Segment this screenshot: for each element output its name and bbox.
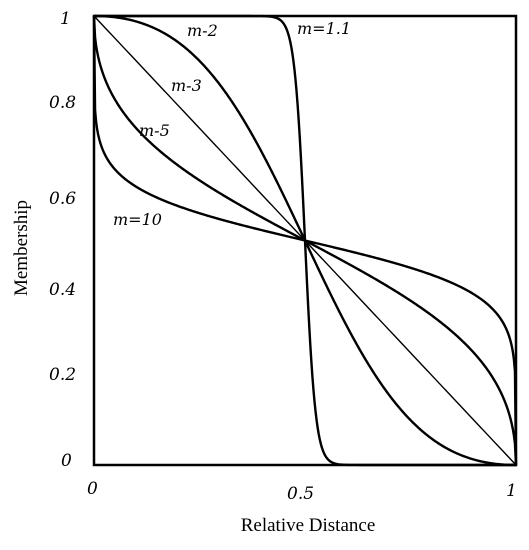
x-tick-0: 0 bbox=[87, 479, 98, 499]
curve-labels: m=1.1 m-2 m-3 m-5 m=10 bbox=[113, 19, 351, 229]
y-tick-0.8: 0.8 bbox=[49, 93, 76, 113]
y-tick-1: 1 bbox=[60, 9, 71, 29]
x-axis-label: Relative Distance bbox=[241, 515, 376, 536]
y-tick-0.6: 0.6 bbox=[49, 189, 76, 209]
label-m-1.1: m=1.1 bbox=[297, 19, 351, 38]
y-tick-0: 0 bbox=[61, 451, 72, 471]
x-tick-0.5: 0.5 bbox=[287, 484, 314, 504]
y-axis-label: Membership bbox=[11, 200, 32, 296]
curve-series-4 bbox=[92, 15, 518, 466]
y-tick-0.2: 0.2 bbox=[49, 365, 76, 385]
curves-layer bbox=[92, 14, 518, 467]
x-tick-1: 1 bbox=[506, 481, 517, 501]
x-tick-labels: 0 0.5 1 bbox=[87, 479, 517, 504]
label-m-10: m=10 bbox=[113, 210, 162, 229]
y-tick-labels: 1 0.8 0.6 0.4 0.2 0 bbox=[49, 9, 76, 471]
label-m-2: m-2 bbox=[187, 21, 218, 40]
label-m-3: m-3 bbox=[171, 76, 202, 95]
y-tick-0.4: 0.4 bbox=[49, 280, 76, 300]
label-m-5: m-5 bbox=[139, 121, 170, 140]
plot-frame bbox=[92, 14, 518, 467]
